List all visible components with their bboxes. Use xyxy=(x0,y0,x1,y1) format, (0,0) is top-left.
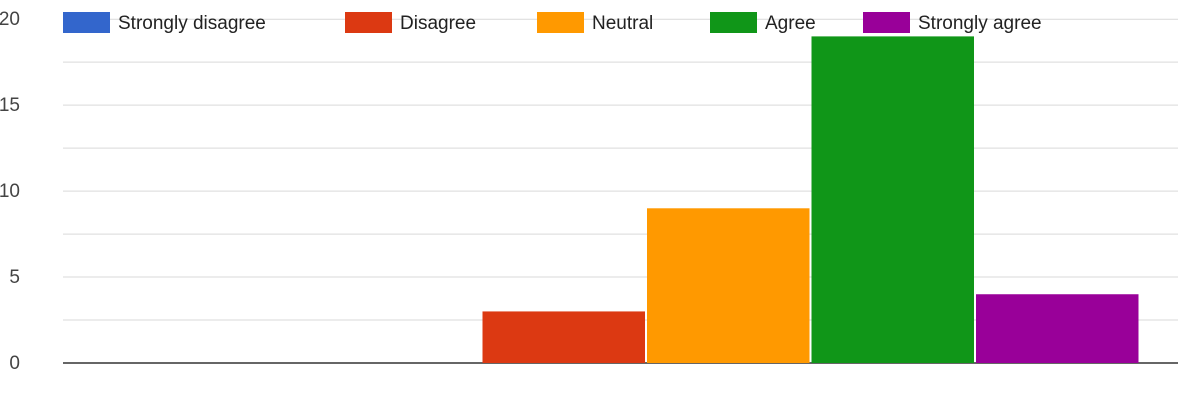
legend: Strongly disagree Disagree Neutral Agree Str… xyxy=(63,12,1042,34)
gridlines xyxy=(63,18,1178,321)
legend-swatch xyxy=(537,12,584,33)
legend-label: Disagree xyxy=(400,13,476,34)
legend-label: Neutral xyxy=(592,13,653,34)
legend-swatch xyxy=(863,12,910,33)
legend-label: Agree xyxy=(765,13,816,34)
y-tick-label: 15 xyxy=(0,95,20,116)
y-tick-label: 0 xyxy=(9,353,20,374)
legend-swatch xyxy=(345,12,392,33)
legend-label: Strongly disagree xyxy=(118,13,266,34)
bar-strongly-agree xyxy=(976,294,1139,363)
legend-item-disagree: Disagree xyxy=(345,12,476,34)
legend-swatch xyxy=(710,12,757,33)
bar-agree xyxy=(811,36,974,363)
y-tick-label: 10 xyxy=(0,181,20,202)
legend-item-strongly-disagree: Strongly disagree xyxy=(63,12,266,34)
legend-item-agree: Agree xyxy=(710,12,816,34)
legend-swatch xyxy=(63,12,110,33)
y-tick-label: 20 xyxy=(0,9,20,30)
bar-disagree xyxy=(482,311,645,363)
bars xyxy=(482,36,1139,363)
y-tick-label: 5 xyxy=(9,267,20,288)
legend-label: Strongly agree xyxy=(918,13,1042,34)
legend-item-neutral: Neutral xyxy=(537,12,653,34)
bar-neutral xyxy=(647,208,810,363)
legend-item-strongly-agree: Strongly agree xyxy=(863,12,1042,34)
